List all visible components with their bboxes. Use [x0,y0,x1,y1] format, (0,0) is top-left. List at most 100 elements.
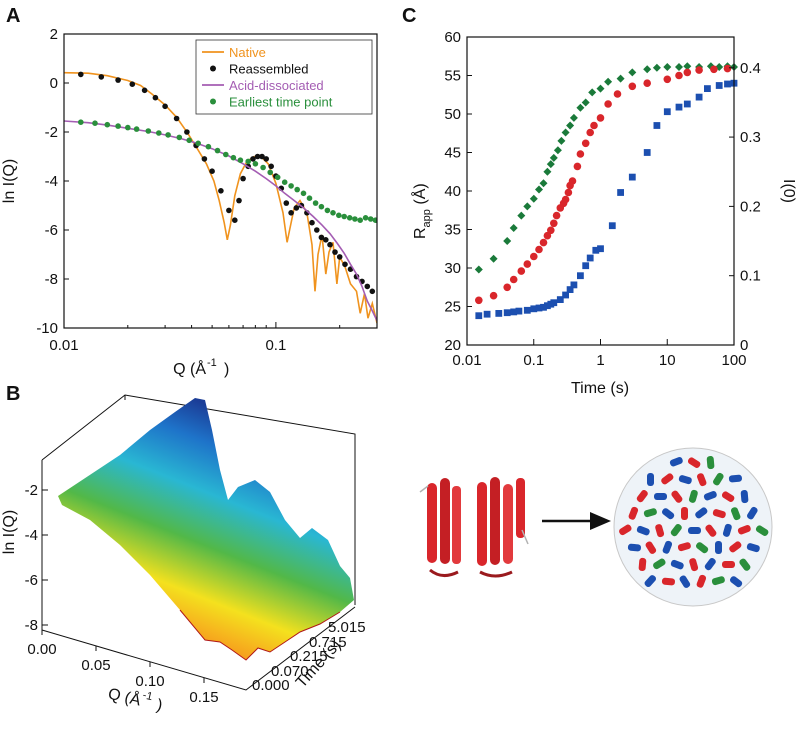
panel-c-diamond-point [474,265,483,274]
panel-a-series-point-3 [78,119,84,125]
panel-c-diamond-point [581,98,590,107]
panel-c-square-point [663,108,671,116]
panel-c-diamond-point [553,146,562,155]
panel-a-series-point-1 [201,156,208,162]
cage-helix [687,457,701,468]
panel-c-circle-point [568,177,577,185]
panel-a-ytick-label: 2 [50,26,58,43]
panel-c-circle-point [643,79,651,87]
panel-a-series-point-1 [162,103,168,110]
cage-helix [653,558,666,570]
panel-c-ylabel-main: R [412,227,429,239]
panel-b-xlabel-close: ) [155,697,164,715]
panel-a-xtick-label: 0.1 [265,337,286,354]
cage-helix [747,506,758,520]
panel-a-series-point-1 [115,77,121,83]
panel-c-circle-point [523,260,532,268]
panel-a-series-point-3 [104,121,111,128]
panel-a-series-point-3 [205,143,212,150]
panel-c-circle-point [576,150,585,158]
panel-c-xtick-label: 100 [721,352,746,369]
panel-c-square-point [715,82,723,89]
panel-c-circle-point [475,296,483,305]
panel-letter-b: B [6,383,20,405]
panel-c-diamond-point [643,65,652,74]
panel-c-diamond-point [489,254,498,263]
panel-a-series-point-3 [267,169,274,176]
panel-c-square-point [483,310,491,318]
cage-helix [722,523,732,537]
panel-a-series-point-3 [294,186,301,193]
panel-c-ytick-right-label: 0 [740,337,748,354]
panel-c-circle-point [543,231,552,240]
panel-a-series-point-3 [318,203,325,210]
panel-a-series-point-3 [92,120,98,126]
panel-a-series-point-1 [152,94,159,101]
cage-helix [746,543,760,553]
panel-a-series-point-3 [336,212,342,219]
panel-a-series-point-3 [237,157,244,163]
panel-a-legend-box [195,39,373,115]
panel-a-series-point-3 [367,216,374,222]
panel-c-circle-point [590,121,598,130]
panel-c-square-point [597,245,604,253]
panel-c-diamond-point [517,211,526,220]
panel-c-xtick-label: 10 [659,352,676,369]
panel-c-ytick-label: 60 [444,29,461,46]
panel-c-diamond-point [546,160,555,169]
panel-b-xlabel-sup: -1 [141,689,153,703]
panel-letter-a: A [6,5,20,27]
panel-c-square-point [643,149,651,156]
panel-a-series-point-1 [129,81,136,87]
cage-helix [696,542,709,554]
cage-helix [636,525,650,536]
panel-a-series-point-1 [173,115,180,122]
panel-a-series-point-3 [281,179,288,185]
cage-helix [638,557,647,571]
panel-c-square-point [562,291,569,299]
panel-a-series-point-3 [195,140,201,147]
panel-c-square-point [503,309,511,317]
panel-a-series-point-1 [369,288,376,295]
panel-c-square-point [695,93,703,101]
cage-helix [645,541,657,554]
panel-a-series-point-1 [332,249,338,255]
panel-a-series-line-2 [64,120,377,321]
panel-b-time-tick-label: 0.715 [309,634,347,651]
cage-helix [713,472,724,486]
panel-c-circle-point [509,275,518,284]
panel-c-ytick-label: 45 [444,145,461,162]
panel-a-xlabel: Q (Å [173,359,206,378]
cage-helix [739,558,751,571]
protein-assembly-illustration [419,447,773,607]
panel-a-series-point-3 [357,217,364,223]
panel-a-series-point-1 [259,153,265,160]
panel-a-series-point-3 [245,158,251,165]
panel-c-square-point [475,312,483,320]
cage-helix [628,506,639,520]
panel-a-series-point-1 [184,129,190,135]
panel-a-series-point-3 [372,217,377,223]
cage-helix [654,493,667,500]
cage-helix [636,490,648,503]
panel-a-series-point-3 [230,154,237,161]
panel-c-diamond-point [652,63,661,72]
panel-b-ylabel: ln I(Q) [1,510,18,554]
panel-c-ytick-right-label: 0.2 [740,198,761,215]
panel-c-diamond-point [503,237,512,245]
legend-swatch-dot [210,65,216,72]
protein-dimer-image [419,477,529,578]
panel-c-circle-point [723,64,732,73]
panel-b-ztick-label: -2 [25,482,38,499]
cage-helix [661,473,674,485]
panel-c-circle-point [604,100,612,108]
panel-a-series-point-1 [336,254,343,260]
panel-c-ytick-label: 40 [444,183,461,200]
panel-b-xtick-label: 0.15 [189,689,218,706]
panel-c-circle-point [530,252,538,261]
cage-helix [689,558,699,572]
panel-a-ytick-label: -10 [36,320,58,337]
panel-a-series-point-1 [318,234,325,241]
